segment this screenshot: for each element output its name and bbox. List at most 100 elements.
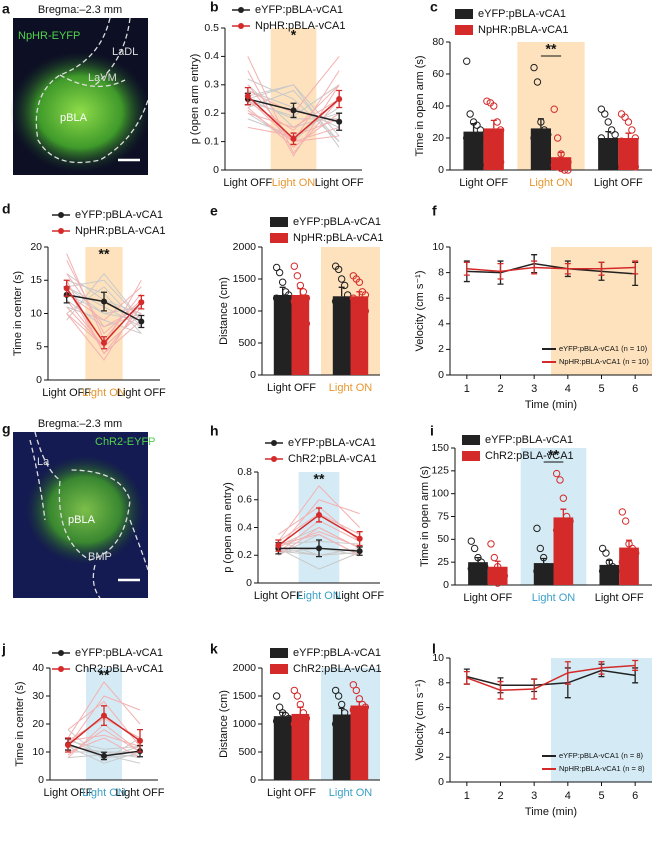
legend-label: eYFP:pBLA-vCA1: [255, 4, 343, 16]
error-bar: [632, 659, 639, 672]
data-point: [272, 692, 281, 700]
data-point: [557, 150, 565, 158]
individual-line: [67, 734, 141, 747]
significance: **: [314, 471, 325, 487]
data-point: [540, 153, 549, 161]
data-point: [469, 150, 478, 158]
legend-marker: [238, 23, 244, 29]
chart-panel: c 0 20 40 60 80 Time in open arm (s) Light OFF L…: [414, 0, 652, 189]
x-tick-label: Light ON: [272, 177, 315, 189]
y-axis-label: p (open arm entry): [189, 54, 201, 144]
data-point: [628, 126, 636, 134]
individual-line: [67, 737, 141, 759]
data-point: [621, 142, 629, 150]
data-point: [293, 725, 302, 734]
region-outline: [34, 431, 131, 561]
data-point: [278, 730, 287, 738]
y-tick-label: 30: [32, 690, 44, 702]
error-bar: [564, 661, 571, 685]
data-point: [340, 316, 349, 325]
y-tick-label: 0: [438, 369, 444, 381]
individual-line: [67, 729, 141, 756]
data-point: [340, 709, 349, 717]
y-axis-label: Distance (cm): [218, 277, 230, 345]
error-bar: [531, 678, 538, 700]
mean-marker: [336, 118, 343, 125]
data-point: [490, 553, 499, 562]
data-point: [293, 300, 302, 309]
x-tick-label: Light OFF: [116, 787, 165, 799]
chart-panel: e 0 500 1000 1500 2000 Distance (cm) Light OFF L…: [210, 203, 383, 394]
data-point: [617, 137, 626, 145]
data-point: [496, 126, 505, 134]
panel-letter: h: [210, 423, 219, 439]
data-point: [533, 524, 541, 533]
data-point: [493, 153, 501, 161]
mean-marker: [316, 545, 322, 552]
legend-label: eYFP:pBLA-vCA1: [75, 647, 163, 659]
panel-letter: a: [2, 1, 10, 17]
significance: **: [548, 447, 559, 463]
data-point: [352, 686, 361, 695]
bar: [332, 714, 351, 780]
mean-marker: [137, 737, 143, 744]
individual-line: [66, 299, 142, 361]
error-bar: [497, 262, 504, 280]
data-point: [361, 291, 370, 299]
panel-letter: e: [210, 203, 218, 219]
mean-marker: [101, 339, 107, 346]
data-point: [550, 161, 558, 169]
data-point: [602, 549, 610, 557]
mean-marker: [275, 542, 282, 549]
significance: **: [99, 246, 110, 262]
bar: [332, 296, 351, 375]
region-outline: [29, 439, 149, 599]
legend-label: eYFP:pBLA-vCA1 (n = 8): [559, 751, 643, 760]
data-point: [624, 118, 633, 126]
data-point: [530, 63, 538, 72]
panel-letter: c: [430, 0, 438, 15]
data-point: [493, 579, 502, 587]
x-tick-label: Light ON: [297, 590, 340, 602]
bar: [273, 295, 292, 375]
region-label: BMP: [88, 551, 112, 563]
x-tick-label: Light OFF: [335, 590, 384, 602]
mean-marker: [101, 712, 107, 719]
data-point: [476, 161, 485, 169]
error-bar: [632, 260, 639, 275]
legend-marker: [58, 228, 64, 234]
data-point: [302, 714, 311, 723]
y-tick-label: 25: [437, 556, 449, 568]
x-tick-label: Light ON: [529, 177, 572, 189]
y-tick-label: 10: [432, 652, 444, 664]
y-tick-label: 0: [438, 776, 444, 788]
data-point: [470, 544, 479, 553]
legend-swatch: [462, 451, 480, 461]
x-tick-label: Light OFF: [463, 592, 512, 604]
y-tick-label: 1000: [233, 718, 257, 730]
y-tick-label: 0: [250, 774, 256, 786]
data-point: [355, 278, 364, 286]
data-point: [556, 544, 564, 553]
data-point: [337, 737, 346, 745]
y-tick-label: 50: [437, 533, 449, 545]
data-point: [560, 158, 569, 166]
panel-letter: b: [210, 0, 219, 15]
x-tick-label: Light ON: [82, 787, 125, 799]
panel-letter: f: [432, 203, 437, 219]
data-point: [355, 695, 364, 703]
data-point: [340, 281, 349, 290]
y-tick-label: 4: [438, 726, 444, 738]
y-tick-label: 10: [30, 307, 42, 319]
data-point: [560, 166, 569, 174]
x-tick-label: Light OFF: [117, 387, 166, 399]
data-point: [490, 147, 498, 155]
data-point: [290, 686, 299, 695]
bar: [553, 517, 574, 585]
legend-label: eYFP:pBLA-vCA1: [485, 434, 573, 446]
x-tick-label: 2: [497, 790, 503, 802]
mean-marker: [65, 742, 71, 748]
data-point: [628, 150, 636, 158]
